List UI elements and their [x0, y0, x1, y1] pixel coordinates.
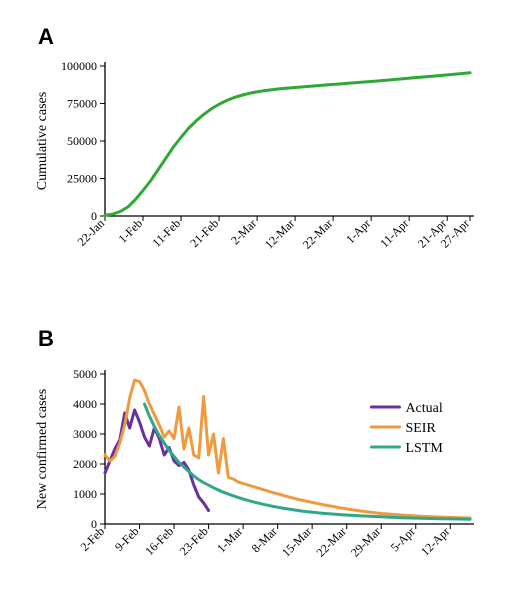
panel-b-label: B	[38, 326, 54, 351]
panel-a-x-tick-label: 11-Apr	[377, 216, 411, 250]
panel-b-x-tick-label: 23-Feb	[177, 524, 211, 558]
panel-a-y-label: Cumulative cases	[35, 92, 50, 190]
panel-a-y-tick-label: 100000	[61, 59, 97, 73]
panel-b: B0100020003000400050002-Feb9-Feb16-Feb23…	[35, 326, 474, 560]
legend-label-actual: Actual	[405, 401, 442, 416]
panel-b-series-actual	[105, 410, 209, 511]
panel-a-x-tick-label: 2-Mar	[228, 216, 259, 247]
panel-a: A025000500007500010000022-Jan1-Feb11-Feb…	[35, 24, 474, 252]
legend-label-seir: SEIR	[405, 421, 436, 436]
panel-b-y-tick-label: 3000	[73, 427, 97, 441]
panel-b-x-tick-label: 2-Feb	[77, 524, 107, 554]
panel-b-x-tick-label: 5-Apr	[388, 524, 418, 554]
panel-b-y-label: New confirmed cases	[35, 389, 50, 510]
panel-b-x-tick-label: 12-Apr	[418, 524, 452, 558]
panel-b-y-tick-label: 5000	[73, 367, 97, 381]
panel-b-x-tick-label: 16-Feb	[142, 524, 176, 558]
panel-b-y-tick-label: 2000	[73, 457, 97, 471]
panel-a-series-cumulative	[105, 73, 470, 216]
panel-a-y-tick-label: 75000	[67, 97, 97, 111]
panel-a-x-tick-label: 12-Mar	[262, 216, 297, 251]
panel-b-x-tick-label: 1-Mar	[214, 524, 245, 555]
panel-a-y-tick-label: 50000	[67, 134, 97, 148]
panel-a-x-tick-label: 1-Feb	[115, 216, 145, 246]
panel-a-label: A	[38, 24, 54, 49]
panel-a-y-tick-label: 25000	[67, 172, 97, 186]
figure-svg: A025000500007500010000022-Jan1-Feb11-Feb…	[0, 0, 519, 614]
panel-a-x-tick-label: 21-Feb	[187, 216, 221, 250]
panel-b-x-tick-label: 8-Mar	[249, 524, 280, 555]
panel-a-x-tick-label: 22-Mar	[300, 216, 335, 251]
legend-label-lstm: LSTM	[405, 441, 443, 456]
panel-b-y-tick-label: 1000	[73, 487, 97, 501]
panel-b-x-tick-label: 15-Mar	[279, 524, 314, 559]
panel-b-x-tick-label: 9-Feb	[112, 524, 142, 554]
panel-b-x-tick-label: 22-Mar	[313, 524, 348, 559]
panel-b-x-tick-label: 29-Mar	[348, 524, 383, 559]
panel-b-legend: Actual SEIR LSTM	[371, 401, 443, 456]
panel-b-y-tick-label: 4000	[73, 397, 97, 411]
panel-a-x-tick-label: 11-Feb	[150, 216, 184, 250]
panel-a-x-tick-label: 1-Apr	[343, 216, 373, 246]
